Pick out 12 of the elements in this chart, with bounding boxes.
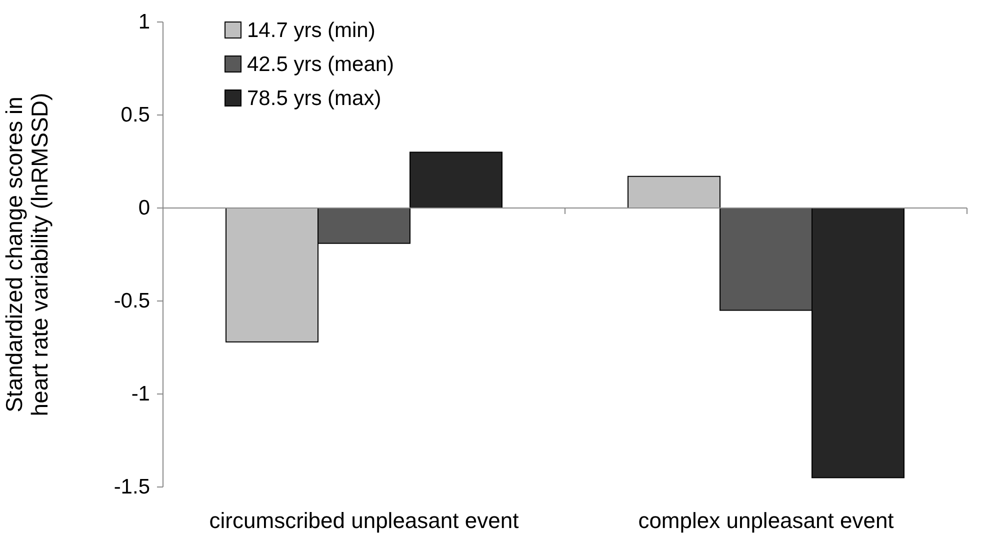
y-tick-label: 1 [138, 10, 150, 34]
legend-label: 78.5 yrs (max) [247, 87, 382, 110]
y-tick-label: 0.5 [120, 104, 150, 127]
x-tick-label: circumscribed unpleasant event [209, 508, 519, 533]
y-tick-label: -1 [131, 382, 150, 406]
y-axis-title: Standardized change scores in heart rate variability (lnRMSSD) [1, 92, 52, 416]
y-tick-label: 0 [138, 196, 150, 220]
y-tick-label: -0.5 [114, 290, 150, 313]
legend-label: 42.5 yrs (mean) [247, 53, 394, 76]
x-tick-label: complex unpleasant event [638, 508, 894, 533]
legend-label: 14.7 yrs (min) [247, 19, 376, 42]
y-tick-label: -1.5 [114, 476, 150, 499]
